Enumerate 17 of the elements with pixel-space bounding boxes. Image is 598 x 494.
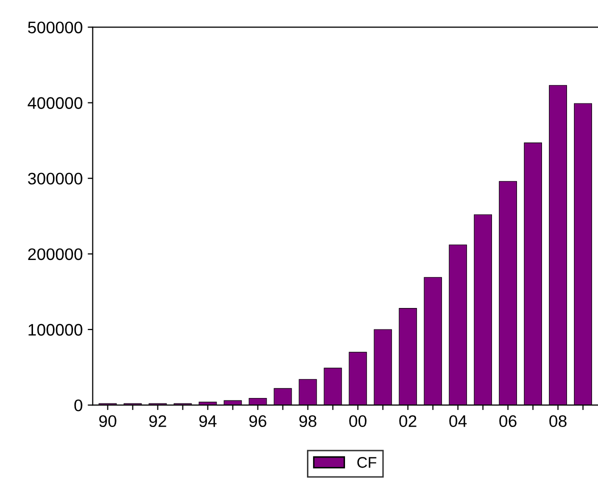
y-tick-label: 400000 [28, 97, 82, 109]
y-tick-label: 0 [74, 399, 82, 412]
y-tick-label: 300000 [28, 172, 82, 185]
x-tick-label: 08 [549, 415, 567, 428]
x-tick-label: 06 [499, 415, 516, 428]
y-tick-label: 500000 [28, 22, 82, 34]
x-tick-label: 96 [249, 415, 266, 428]
legend-label: CF [357, 457, 376, 468]
x-tick-label: 94 [199, 415, 217, 428]
x-tick-label: 04 [449, 415, 467, 428]
y-tick-label: 200000 [28, 248, 82, 260]
x-tick-label: 92 [149, 415, 166, 428]
x-tick-label: 02 [399, 415, 416, 428]
x-tick-label: 90 [99, 415, 116, 428]
x-tick-label: 98 [299, 415, 316, 428]
x-tick-label: 00 [349, 415, 366, 428]
y-tick-label: 100000 [28, 324, 82, 336]
